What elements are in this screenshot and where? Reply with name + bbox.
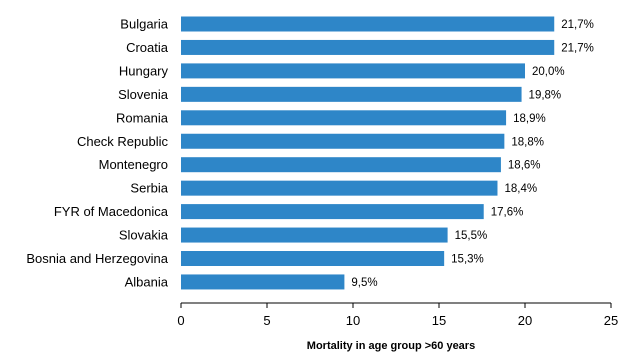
bar-hungary [181,63,525,79]
data-label: 15,5% [455,230,488,242]
data-label: 17,6% [491,207,524,219]
x-tick-label: 15 [432,313,446,328]
category-labels-group: Bulgaria Croatia Hungary Slovenia Romania Che… [26,17,168,290]
category-label: FYR of Macedonica [54,204,169,219]
data-label: 18,6% [508,160,541,172]
bar-fyr-of-macedonica [181,204,484,220]
data-label: 21,7% [561,42,594,54]
category-label: Croatia [126,40,169,55]
data-label: 21,7% [561,19,594,31]
category-label: Bosnia and Herzegovina [26,251,168,266]
bar-slovenia [181,86,522,102]
x-tick-label: 20 [518,313,532,328]
bar-check-republic [181,133,505,149]
x-tick-label: 5 [263,313,270,328]
data-labels-group: 21,7% 21,7% 20,0% 19,8% 18,9% 18,8% 18,6% 18,4%… [351,19,593,289]
x-ticks-group [180,303,612,308]
bars-group [181,16,555,290]
bar-bosnia-and-herzegovina [181,251,445,266]
x-tick-label: 0 [177,313,184,328]
data-label: 20,0% [532,66,565,78]
bar-romania [181,110,507,126]
bar-montenegro [181,157,501,173]
category-label: Slovenia [118,87,169,102]
category-label: Albania [125,274,169,289]
bar-bulgaria [181,16,555,32]
x-tick-labels-group: 0 5 10 15 20 25 [177,313,618,328]
bar-serbia [181,180,498,196]
category-label: Check Republic [77,134,169,149]
category-label: Slovakia [119,228,169,243]
category-label: Montenegro [99,157,168,172]
data-label: 9,5% [351,277,377,289]
data-label: 15,3% [451,254,484,266]
data-label: 19,8% [529,89,562,101]
data-label: 18,8% [511,136,544,148]
category-label: Serbia [130,181,168,196]
bar-albania [181,274,345,290]
category-label: Hungary [119,63,169,78]
category-label: Romania [116,110,169,125]
bar-slovakia [181,227,448,243]
x-tick-label: 25 [604,313,618,328]
category-label: Bulgaria [120,17,168,32]
data-label: 18,4% [504,183,537,195]
x-axis-title: Mortality in age group >60 years [307,340,475,352]
x-tick-label: 10 [346,313,360,328]
data-label: 18,9% [513,113,546,125]
bar-croatia [181,39,555,55]
